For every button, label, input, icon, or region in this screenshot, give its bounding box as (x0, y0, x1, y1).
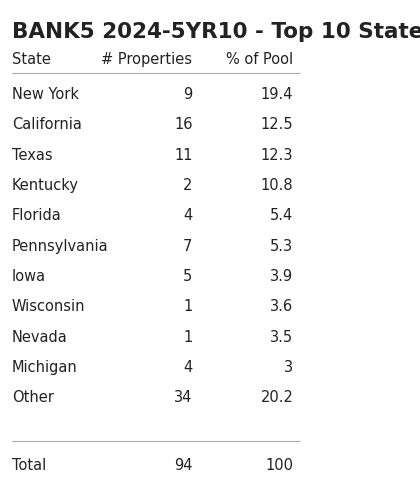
Text: Kentucky: Kentucky (12, 178, 79, 193)
Text: BANK5 2024-5YR10 - Top 10 States: BANK5 2024-5YR10 - Top 10 States (12, 22, 420, 42)
Text: Other: Other (12, 391, 54, 405)
Text: 5: 5 (183, 269, 192, 284)
Text: 12.3: 12.3 (261, 148, 294, 163)
Text: Wisconsin: Wisconsin (12, 300, 85, 314)
Text: Pennsylvania: Pennsylvania (12, 239, 109, 254)
Text: 4: 4 (183, 360, 192, 375)
Text: Total: Total (12, 458, 46, 473)
Text: Iowa: Iowa (12, 269, 46, 284)
Text: 16: 16 (174, 117, 192, 132)
Text: 3.9: 3.9 (270, 269, 294, 284)
Text: 10.8: 10.8 (261, 178, 294, 193)
Text: 3: 3 (284, 360, 294, 375)
Text: Florida: Florida (12, 208, 62, 224)
Text: 5.4: 5.4 (270, 208, 294, 224)
Text: 1: 1 (183, 300, 192, 314)
Text: 100: 100 (265, 458, 294, 473)
Text: 9: 9 (183, 87, 192, 102)
Text: New York: New York (12, 87, 79, 102)
Text: 4: 4 (183, 208, 192, 224)
Text: 34: 34 (174, 391, 192, 405)
Text: 12.5: 12.5 (261, 117, 294, 132)
Text: 19.4: 19.4 (261, 87, 294, 102)
Text: Nevada: Nevada (12, 330, 68, 345)
Text: State: State (12, 52, 51, 67)
Text: % of Pool: % of Pool (226, 52, 294, 67)
Text: 94: 94 (174, 458, 192, 473)
Text: 3.5: 3.5 (270, 330, 294, 345)
Text: 2: 2 (183, 178, 192, 193)
Text: 5.3: 5.3 (270, 239, 294, 254)
Text: 1: 1 (183, 330, 192, 345)
Text: 11: 11 (174, 148, 192, 163)
Text: 3.6: 3.6 (270, 300, 294, 314)
Text: Michigan: Michigan (12, 360, 78, 375)
Text: California: California (12, 117, 82, 132)
Text: Texas: Texas (12, 148, 52, 163)
Text: # Properties: # Properties (102, 52, 192, 67)
Text: 7: 7 (183, 239, 192, 254)
Text: 20.2: 20.2 (260, 391, 294, 405)
